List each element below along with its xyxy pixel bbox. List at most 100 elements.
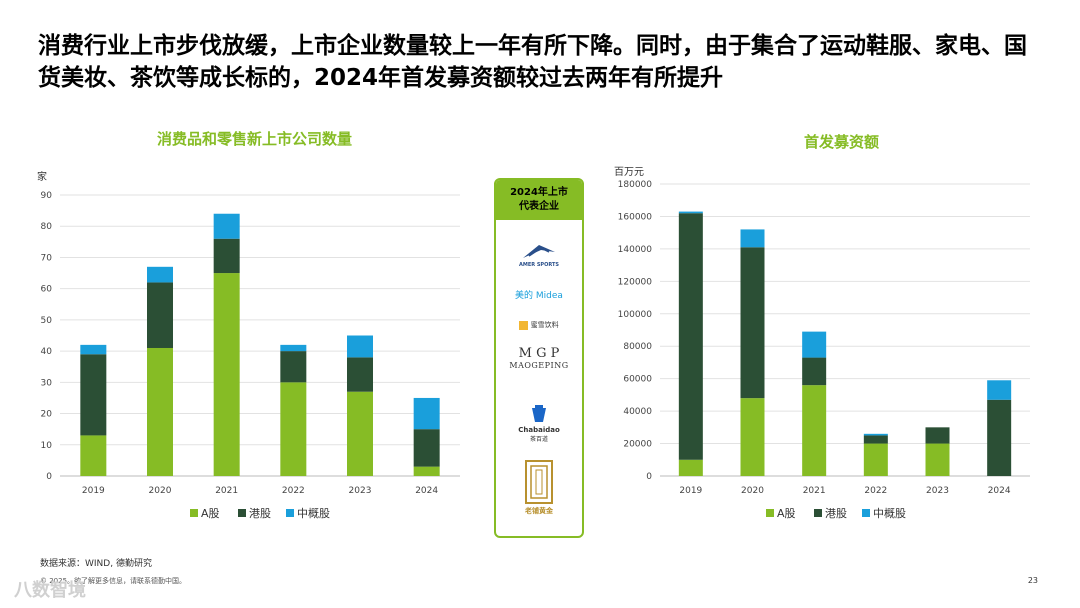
amer-sports-logo: AMER SPORTS xyxy=(496,242,582,268)
data-source: 数据来源：WIND, 德勤研究 xyxy=(40,559,152,569)
bar-segment xyxy=(147,347,173,476)
bar-segment xyxy=(347,391,373,476)
midea-logo: 美的 Midea xyxy=(515,291,563,301)
watermark: 八数智境 xyxy=(14,580,86,601)
y-tick-label: 50 xyxy=(41,316,53,326)
bar-segment xyxy=(925,443,950,476)
bar-segment xyxy=(863,443,888,476)
mixue-icon xyxy=(519,320,529,330)
y-tick-label: 80000 xyxy=(623,342,652,352)
bar-segment xyxy=(740,229,765,248)
chart-count: 家 0 10 20 30 40 50 60 70 80 90 2019 2020 2021 2022 2023… xyxy=(37,170,460,520)
y-tick-label: 30 xyxy=(41,378,53,388)
bar-segment xyxy=(863,435,888,444)
x-tick-label: 2024 xyxy=(988,486,1011,496)
bar-segment xyxy=(280,382,307,476)
panel-header-line1: 2024年上市 xyxy=(510,187,568,198)
y-tick-label: 80 xyxy=(41,222,53,232)
bar-segment xyxy=(413,466,440,476)
y-tick-label: 0 xyxy=(46,472,52,482)
y-tick-label: 60 xyxy=(41,285,53,295)
bar-segment xyxy=(280,344,307,352)
y-tick-label: 180000 xyxy=(618,180,653,190)
legend-swatch xyxy=(862,509,870,517)
bar-segment xyxy=(678,213,703,460)
y-tick-label: 100000 xyxy=(618,310,653,320)
bar-segment xyxy=(80,354,107,436)
legend-label: A股 xyxy=(201,507,220,520)
y-tick-label: 90 xyxy=(41,191,53,201)
y-tick-label: 70 xyxy=(41,253,53,263)
x-tick-label: 2019 xyxy=(82,486,105,496)
bar-segment xyxy=(740,398,765,476)
legend-swatch xyxy=(190,509,198,517)
page-number: 23 xyxy=(1027,576,1038,585)
legend-swatch xyxy=(238,509,246,517)
y-tick-label: 10 xyxy=(41,441,53,451)
chabaidao-logo: Chabaidao 茶百道 xyxy=(496,404,582,443)
chart2-title: 首发募资额 xyxy=(804,133,880,151)
y-tick-label: 0 xyxy=(646,472,652,482)
bar-segment xyxy=(213,238,240,274)
bar-segment xyxy=(213,213,240,239)
x-tick-label: 2022 xyxy=(282,486,305,496)
x-tick-label: 2021 xyxy=(803,486,826,496)
y-tick-label: 20 xyxy=(41,410,53,420)
maogeping-mark: M G P xyxy=(518,346,560,361)
bar-segment xyxy=(347,357,373,392)
legend-label: 港股 xyxy=(249,507,271,520)
amer-sports-icon xyxy=(523,245,555,258)
y-axis-unit: 家 xyxy=(37,170,47,183)
y-tick-label: 40000 xyxy=(623,407,652,417)
laopu-gold-logo: 老铺黄金 xyxy=(496,460,582,516)
x-tick-label: 2023 xyxy=(349,486,372,496)
legend-label: 中概股 xyxy=(297,507,330,520)
x-tick-label: 2019 xyxy=(679,486,702,496)
bar-segment xyxy=(987,380,1012,400)
x-tick-label: 2020 xyxy=(149,486,172,496)
copyright: © 2025。欲了解更多信息，请联系德勤中国。 xyxy=(40,577,187,585)
y-tick-label: 140000 xyxy=(618,245,653,255)
bar-segment xyxy=(863,433,888,436)
x-tick-label: 2020 xyxy=(741,486,764,496)
y-tick-label: 120000 xyxy=(618,277,653,287)
legend-swatch xyxy=(286,509,294,517)
bar-segment xyxy=(925,427,950,444)
x-tick-label: 2021 xyxy=(215,486,238,496)
y-tick-label: 20000 xyxy=(623,440,652,450)
legend-label: 中概股 xyxy=(873,507,906,520)
bar-segment xyxy=(347,335,373,358)
page-title: 消费行业上市步伐放缓，上市企业数量较上一年有所下降。同时，由于集合了运动鞋服、家… xyxy=(38,33,1027,91)
laopu-gold-icon xyxy=(525,460,553,504)
bar-segment xyxy=(413,397,440,430)
chart1-title: 消费品和零售新上市公司数量 xyxy=(157,130,353,148)
x-tick-label: 2022 xyxy=(864,486,887,496)
bar-segment xyxy=(802,385,827,476)
chart-ipo-amount: 百万元 0 20000 40000 60000 80000 100000 120000 1400… xyxy=(614,166,1030,520)
chabaidao-cn: 茶百道 xyxy=(529,436,548,443)
panel-header-line2: 代表企业 xyxy=(519,201,559,212)
bar-segment xyxy=(678,459,703,476)
maogeping-logo: M G P MAOGEPING xyxy=(496,346,582,370)
y-tick-label: 60000 xyxy=(623,375,652,385)
mixue-logo: 蜜雪饮料 xyxy=(496,320,582,330)
legend-swatch xyxy=(814,509,822,517)
y-axis-unit: 百万元 xyxy=(614,166,644,178)
bar-segment xyxy=(80,344,107,355)
bar-segment xyxy=(987,399,1012,476)
bar-segment xyxy=(802,331,827,358)
representative-companies-panel: 2024年上市 代表企业 AMER SPORTS 美的 Midea 蜜雪饮料 M… xyxy=(494,178,584,538)
bar-segment xyxy=(147,266,173,283)
x-tick-label: 2024 xyxy=(415,486,438,496)
bar-segment xyxy=(213,273,240,476)
bar-segment xyxy=(678,211,703,214)
bar-segment xyxy=(740,247,765,399)
legend-label: A股 xyxy=(777,507,796,520)
legend-label: 港股 xyxy=(825,507,847,520)
y-tick-label: 40 xyxy=(41,347,53,357)
bar-segment xyxy=(80,435,107,476)
cup-icon xyxy=(532,405,546,422)
bar-segment xyxy=(280,351,307,383)
y-tick-label: 160000 xyxy=(618,212,653,222)
bar-segment xyxy=(413,429,440,467)
